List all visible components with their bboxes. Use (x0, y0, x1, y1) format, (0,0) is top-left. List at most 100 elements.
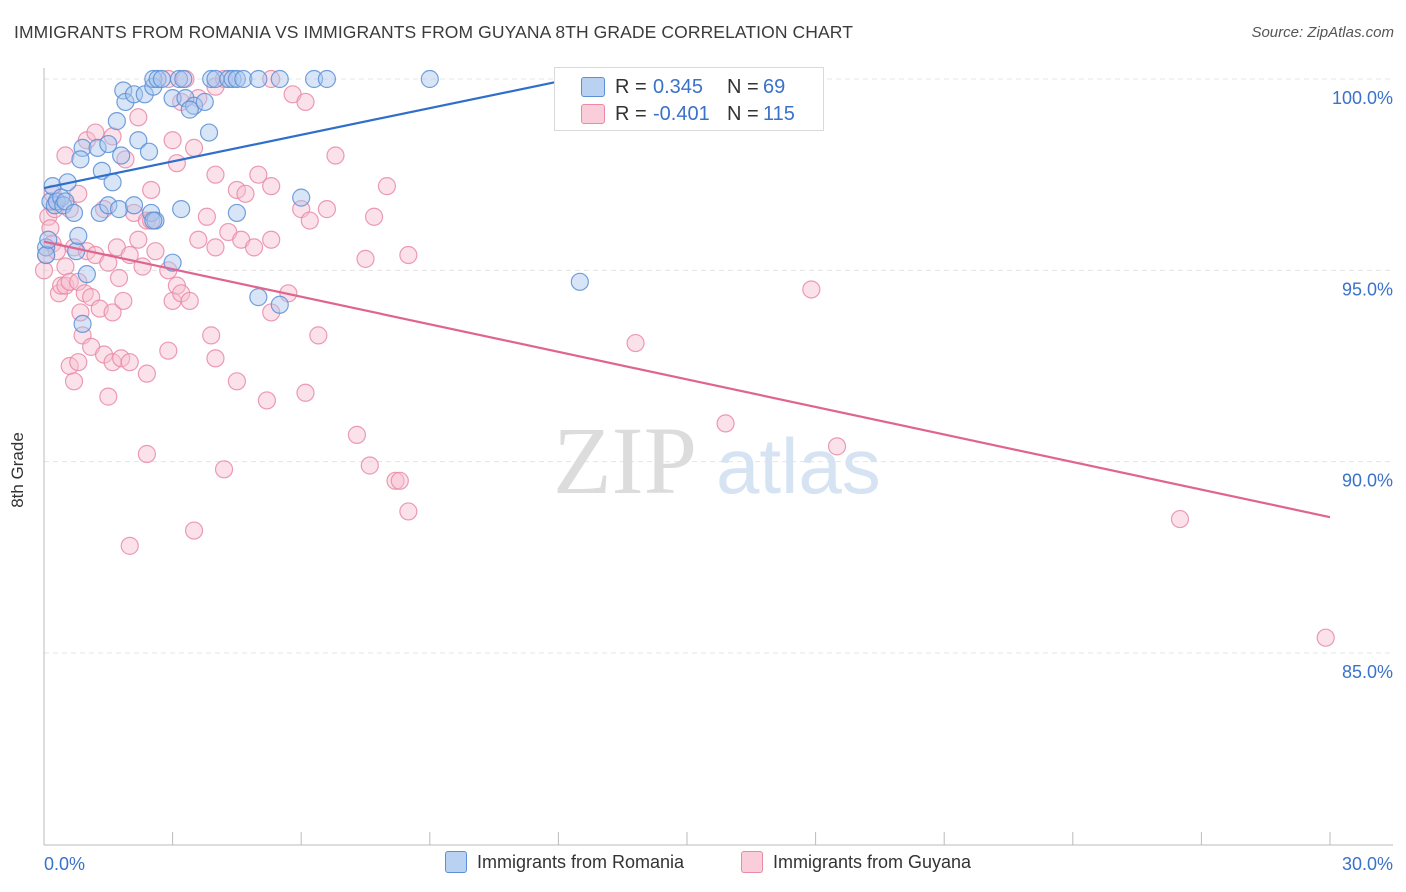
data-point[interactable] (107, 111, 126, 131)
data-point[interactable] (129, 108, 148, 127)
data-point[interactable] (146, 242, 165, 261)
data-point[interactable] (234, 69, 253, 89)
data-point[interactable] (296, 383, 315, 402)
data-point[interactable] (377, 177, 397, 196)
data-point[interactable] (1316, 628, 1335, 647)
data-point[interactable] (223, 69, 242, 89)
data-point[interactable] (103, 303, 122, 322)
data-point[interactable] (163, 253, 182, 272)
data-point[interactable] (37, 245, 56, 265)
legend-item-romania[interactable]: Immigrants from Romania (445, 851, 684, 873)
data-point[interactable] (167, 154, 186, 173)
data-point[interactable] (124, 196, 144, 215)
data-point[interactable] (184, 521, 204, 540)
data-point[interactable] (399, 502, 418, 521)
data-point[interactable] (189, 230, 208, 249)
data-point[interactable] (570, 272, 589, 291)
data-point[interactable] (244, 238, 264, 257)
legend-item-guyana[interactable]: Immigrants from Guyana (741, 851, 971, 873)
data-point[interactable] (71, 150, 90, 169)
data-point[interactable] (124, 85, 144, 104)
data-point[interactable] (39, 230, 58, 249)
data-point[interactable] (41, 219, 60, 238)
data-point[interactable] (249, 69, 268, 89)
data-point[interactable] (86, 123, 105, 142)
data-point[interactable] (67, 242, 86, 261)
data-point[interactable] (129, 131, 148, 150)
data-point[interactable] (399, 245, 418, 265)
data-point[interactable] (109, 268, 129, 288)
data-point[interactable] (99, 134, 118, 154)
data-point[interactable] (137, 364, 156, 383)
data-point[interactable] (139, 142, 159, 161)
data-point[interactable] (292, 188, 311, 207)
data-point[interactable] (390, 471, 409, 490)
data-point[interactable] (174, 69, 193, 89)
data-point[interactable] (197, 207, 216, 226)
data-point[interactable] (56, 146, 75, 165)
data-point[interactable] (88, 138, 107, 157)
data-point[interactable] (249, 165, 268, 184)
data-point[interactable] (129, 230, 148, 249)
data-point[interactable] (206, 349, 225, 368)
data-point[interactable] (827, 437, 847, 456)
data-point[interactable] (77, 265, 96, 284)
data-point[interactable] (163, 89, 182, 108)
data-point[interactable] (802, 280, 821, 299)
data-point[interactable] (1170, 509, 1190, 529)
data-point[interactable] (109, 200, 129, 219)
data-point[interactable] (227, 69, 246, 89)
data-point[interactable] (420, 69, 439, 89)
data-point[interactable] (159, 341, 178, 360)
data-point[interactable] (112, 146, 131, 165)
data-point[interactable] (103, 173, 122, 192)
data-point[interactable] (227, 203, 246, 223)
data-point[interactable] (202, 326, 221, 345)
data-point[interactable] (169, 69, 189, 89)
data-point[interactable] (52, 276, 71, 295)
data-point[interactable] (184, 138, 204, 157)
data-point[interactable] (356, 249, 375, 268)
data-point[interactable] (73, 314, 92, 334)
data-point[interactable] (317, 200, 337, 219)
data-point[interactable] (214, 460, 234, 479)
data-point[interactable] (112, 349, 131, 368)
data-point[interactable] (199, 123, 219, 142)
data-point[interactable] (236, 184, 255, 203)
data-point[interactable] (34, 261, 54, 280)
data-point[interactable] (56, 257, 75, 276)
data-point[interactable] (347, 425, 367, 444)
data-point[interactable] (227, 180, 246, 200)
data-point[interactable] (148, 69, 167, 89)
data-point[interactable] (309, 326, 328, 345)
data-point[interactable] (317, 69, 337, 89)
data-point[interactable] (326, 146, 345, 165)
data-point[interactable] (206, 165, 225, 184)
data-point[interactable] (71, 303, 90, 322)
data-point[interactable] (180, 100, 199, 119)
data-point[interactable] (195, 92, 214, 112)
data-point[interactable] (137, 444, 156, 464)
data-point[interactable] (142, 180, 161, 200)
data-point[interactable] (64, 203, 84, 223)
data-point[interactable] (99, 196, 118, 215)
data-point[interactable] (270, 295, 289, 314)
data-point[interactable] (114, 291, 133, 311)
data-point[interactable] (386, 471, 405, 490)
data-point[interactable] (249, 288, 268, 307)
data-point[interactable] (64, 372, 84, 391)
data-point[interactable] (69, 226, 88, 245)
data-point[interactable] (296, 92, 315, 112)
data-point[interactable] (270, 69, 289, 89)
data-point[interactable] (144, 211, 163, 230)
data-point[interactable] (360, 456, 379, 475)
data-point[interactable] (120, 353, 139, 372)
data-point[interactable] (300, 211, 319, 230)
data-point[interactable] (180, 291, 199, 311)
data-point[interactable] (73, 138, 92, 157)
data-point[interactable] (163, 131, 182, 150)
data-point[interactable] (257, 391, 277, 410)
data-point[interactable] (172, 200, 191, 219)
data-point[interactable] (114, 81, 133, 100)
data-point[interactable] (120, 536, 139, 555)
